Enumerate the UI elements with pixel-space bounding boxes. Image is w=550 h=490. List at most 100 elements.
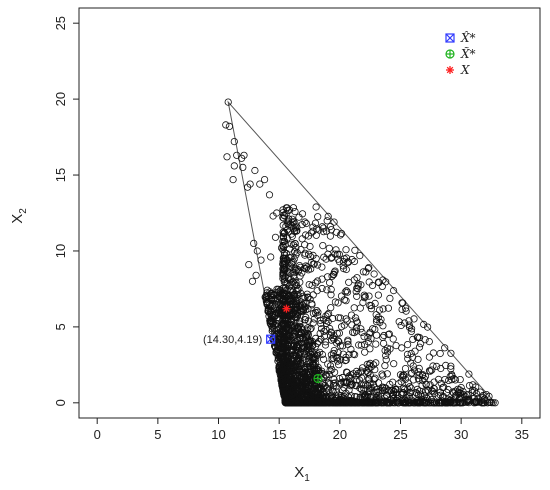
sample-point	[423, 399, 431, 407]
sample-point	[325, 370, 333, 378]
sample-point	[370, 375, 378, 384]
sample-point	[399, 371, 407, 379]
sample-point	[290, 268, 298, 277]
sample-point	[324, 250, 332, 258]
sample-point	[263, 300, 271, 308]
y-tick-label: 20	[53, 92, 68, 106]
sample-point	[351, 246, 359, 254]
sample-point	[376, 318, 384, 326]
sample-point	[480, 396, 488, 404]
sample-point	[370, 383, 379, 391]
sample-point	[458, 399, 466, 407]
sample-point	[307, 324, 315, 332]
sample-point	[316, 329, 324, 337]
sample-point	[225, 122, 233, 131]
sample-point	[271, 302, 279, 310]
sample-point	[292, 346, 300, 354]
sample-point	[313, 306, 321, 315]
sample-point	[305, 280, 313, 289]
sample-point	[292, 302, 300, 310]
sample-point	[335, 374, 344, 383]
sample-point	[408, 353, 417, 361]
sample-point	[399, 373, 407, 381]
sample-point	[279, 269, 287, 277]
sample-point	[337, 380, 345, 388]
sample-point	[342, 246, 350, 254]
sample-point	[372, 359, 380, 367]
sample-point	[284, 219, 292, 227]
sample-point	[342, 368, 351, 376]
sample-point	[446, 372, 454, 380]
sample-point	[279, 294, 288, 302]
sample-point	[356, 252, 364, 260]
sample-point	[273, 285, 281, 293]
sample-point	[281, 375, 290, 383]
sample-point	[409, 335, 417, 343]
sample-point	[298, 269, 306, 277]
sample-point	[367, 363, 375, 371]
sample-point	[432, 399, 440, 407]
sample-point	[301, 315, 309, 324]
sample-point	[350, 276, 358, 284]
sample-point	[465, 381, 474, 390]
sample-point	[371, 299, 379, 307]
x-tick-label: 35	[515, 427, 529, 442]
axes: 0 5 10 15 20 25 30 35 0 5 10 15 20 25	[53, 16, 529, 442]
sample-point	[449, 399, 457, 407]
sample-point	[350, 399, 358, 407]
sample-point	[420, 320, 428, 328]
sample-point	[340, 296, 348, 304]
x-tick-label: 0	[94, 427, 101, 442]
sample-point	[280, 264, 288, 272]
sample-point	[315, 379, 323, 387]
sample-point	[366, 399, 375, 407]
sample-point	[415, 364, 423, 372]
sample-point	[409, 362, 417, 370]
sample-point	[304, 395, 312, 403]
sample-point	[402, 307, 410, 315]
sample-point	[465, 370, 473, 378]
sample-point	[441, 399, 449, 407]
sample-point	[428, 366, 436, 374]
sample-point	[369, 325, 377, 333]
sample-point	[296, 301, 304, 310]
sample-point	[359, 268, 367, 276]
sample-point	[291, 361, 300, 369]
sample-point	[317, 399, 325, 407]
sample-point	[395, 380, 403, 388]
sample-point	[389, 335, 397, 343]
sample-point	[288, 288, 297, 296]
sample-point	[441, 344, 449, 352]
sample-point	[407, 384, 415, 392]
sample-point	[316, 316, 324, 324]
sample-point	[308, 281, 316, 289]
sample-point	[351, 314, 360, 322]
sample-point	[271, 233, 280, 241]
sample-point	[459, 390, 467, 399]
sample-point	[424, 386, 432, 394]
sample-point	[372, 331, 381, 339]
sample-point	[382, 356, 390, 364]
sample-point	[312, 203, 320, 211]
sample-point	[389, 286, 398, 295]
sample-point	[339, 342, 347, 350]
sample-point	[347, 392, 355, 400]
sample-point	[319, 242, 327, 250]
sample-point	[224, 98, 232, 106]
sample-point	[379, 372, 387, 380]
sample-point	[248, 277, 257, 285]
sample-point	[288, 336, 296, 345]
y-axis-title-sub: 2	[18, 208, 29, 214]
sample-point	[278, 375, 286, 384]
sample-point	[436, 391, 445, 399]
sample-point	[281, 287, 289, 295]
sample-point	[343, 399, 351, 407]
sample-point	[326, 324, 334, 333]
sample-point	[326, 362, 335, 370]
sample-point	[312, 279, 320, 287]
sample-point	[344, 258, 352, 266]
sample-point	[370, 270, 378, 278]
sample-point	[357, 341, 365, 349]
sample-point	[446, 399, 455, 407]
sample-point	[411, 347, 419, 355]
